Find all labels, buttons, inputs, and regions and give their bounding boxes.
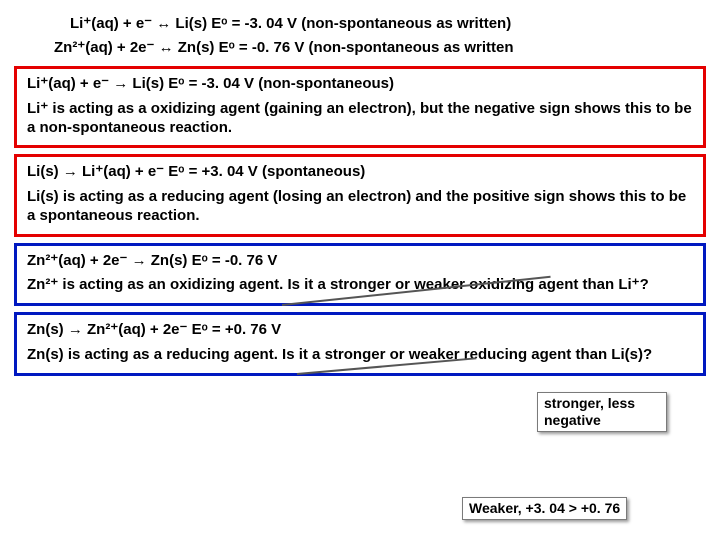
callout-answer-2: Weaker, +3. 04 > +0. 76 — [462, 497, 627, 520]
box3-equation: Zn²⁺(aq) + 2e⁻ → Zn(s) Eᵒ = -0. 76 V — [27, 252, 693, 271]
header-equation-2: Zn²⁺(aq) + 2e⁻ ↔ Zn(s) Eᵒ = -0. 76 V (no… — [54, 38, 706, 56]
box3-question: Zn²⁺ is acting as an oxidizing agent. Is… — [27, 276, 693, 295]
box-li-nonspontaneous: Li⁺(aq) + e⁻ → Li(s) Eᵒ = -3. 04 V (non-… — [14, 66, 706, 148]
box-zn-oxidizing: Zn²⁺(aq) + 2e⁻ → Zn(s) Eᵒ = -0. 76 V Zn²… — [14, 243, 706, 307]
box1-explanation: Li⁺ is acting as a oxidizing agent (gain… — [27, 100, 693, 138]
box4-question: Zn(s) is acting as a reducing agent. Is … — [27, 346, 693, 365]
box4-equation: Zn(s) → Zn²⁺(aq) + 2e⁻ Eᵒ = +0. 76 V — [27, 321, 693, 340]
box2-explanation: Li(s) is acting as a reducing agent (los… — [27, 188, 693, 226]
box-li-spontaneous: Li(s) → Li⁺(aq) + e⁻ Eᵒ = +3. 04 V (spon… — [14, 154, 706, 236]
box-zn-reducing: Zn(s) → Zn²⁺(aq) + 2e⁻ Eᵒ = +0. 76 V Zn(… — [14, 312, 706, 376]
callout-answer-1: stronger, less negative — [537, 392, 667, 432]
box1-equation: Li⁺(aq) + e⁻ → Li(s) Eᵒ = -3. 04 V (non-… — [27, 75, 693, 94]
box2-equation: Li(s) → Li⁺(aq) + e⁻ Eᵒ = +3. 04 V (spon… — [27, 163, 693, 182]
header-equation-1: Li⁺(aq) + e⁻ ↔ Li(s) Eᵒ = -3. 04 V (non-… — [70, 14, 706, 32]
